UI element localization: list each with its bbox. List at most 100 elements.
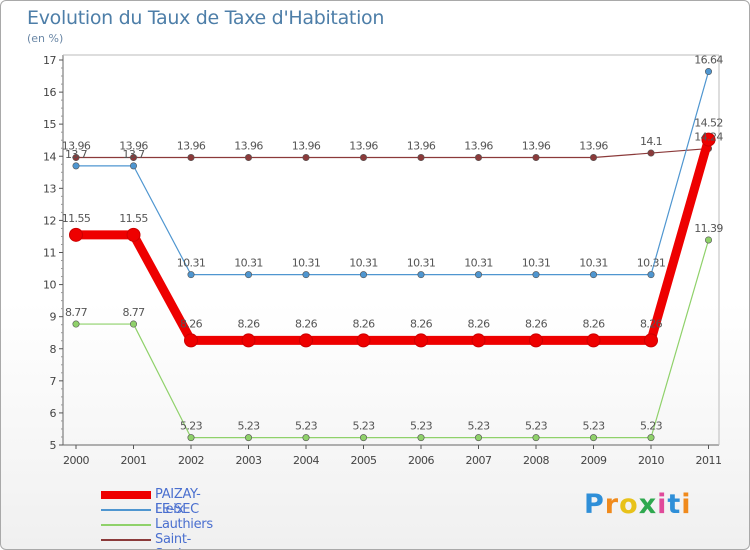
legend-swatch: [101, 509, 151, 511]
data-point: [359, 434, 367, 442]
data-label: 5.23: [582, 420, 605, 433]
data-label: 5.23: [410, 420, 433, 433]
data-label: 11.55: [119, 212, 148, 225]
data-label: 13.96: [177, 140, 206, 153]
y-tick-label: 16: [43, 86, 56, 99]
logo-letter: r: [604, 489, 620, 520]
data-point: [589, 434, 597, 442]
y-tick-label: 13: [43, 182, 56, 195]
data-point: [532, 271, 540, 279]
data-point: [589, 154, 597, 162]
logo-letter: i: [681, 489, 692, 520]
data-point: [72, 162, 80, 170]
data-point: [72, 154, 80, 162]
data-label: 10.31: [349, 257, 378, 270]
data-label: 10.31: [177, 257, 206, 270]
data-label: 13.7: [122, 148, 145, 161]
x-tick-label: 2010: [638, 454, 664, 467]
data-label: 8.26: [410, 317, 433, 330]
logo-letter: t: [667, 489, 682, 520]
data-point: [474, 154, 482, 162]
y-tick-label: 10: [43, 279, 56, 292]
data-point: [130, 320, 138, 328]
data-label: 13.96: [349, 140, 378, 153]
y-tick-label: 8: [50, 343, 57, 356]
data-label: 11.55: [62, 212, 91, 225]
data-point: [586, 333, 601, 348]
legend-label: Lauthiers: [155, 517, 213, 532]
data-point: [701, 132, 716, 147]
legend-label: Fleix: [155, 502, 184, 517]
data-point: [647, 149, 655, 157]
x-tick-label: 2009: [581, 454, 607, 467]
data-label: 5.23: [525, 420, 548, 433]
data-point: [644, 333, 658, 348]
data-label: 14.24: [694, 131, 723, 144]
data-label: 8.26: [237, 317, 260, 330]
y-tick-label: 9: [50, 311, 57, 324]
y-tick-label: 5: [50, 439, 57, 452]
data-point: [302, 154, 310, 162]
series-line-lauthiers: [75, 239, 710, 439]
x-tick-label: 2011: [696, 454, 722, 467]
data-label: 5.23: [295, 420, 318, 433]
data-label: 10.31: [522, 257, 551, 270]
data-label: 14.52: [694, 117, 723, 130]
data-point: [72, 320, 80, 328]
data-point: [356, 333, 371, 348]
data-point: [647, 271, 655, 279]
legend-label: PAIZAY-LE-SEC: [155, 487, 201, 517]
unit-label: (en %): [27, 32, 64, 45]
y-tick-label: 6: [50, 407, 57, 420]
data-label: 5.23: [237, 420, 260, 433]
data-label: 13.96: [119, 140, 148, 153]
data-label: 10.31: [464, 257, 493, 270]
data-label: 5.23: [352, 420, 375, 433]
x-tick-label: 2002: [178, 454, 204, 467]
data-label: 10.31: [579, 257, 608, 270]
x-tick-label: 2001: [121, 454, 147, 467]
chart-title: Evolution du Taux de Taxe d'Habitation: [27, 7, 385, 29]
legend-swatch: [101, 524, 151, 526]
data-label: 13.96: [407, 140, 436, 153]
x-tick-label: 2005: [351, 454, 377, 467]
data-label: 13.96: [522, 140, 551, 153]
data-label: 5.23: [640, 420, 663, 433]
data-label: 13.96: [579, 140, 608, 153]
data-label: 8.26: [582, 317, 605, 330]
data-point: [130, 162, 138, 170]
data-label: 8.26: [352, 317, 375, 330]
data-label: 14.1: [640, 135, 662, 148]
data-label: 13.96: [464, 140, 493, 153]
logo-letter: x: [638, 489, 658, 520]
logo-letter: P: [584, 489, 605, 520]
data-point: [417, 154, 425, 162]
y-tick-label: 15: [43, 118, 56, 131]
data-point: [302, 434, 310, 442]
data-label: 11.39: [694, 222, 723, 235]
data-point: [130, 154, 138, 162]
series-line-saint-savin: [75, 147, 710, 159]
data-point: [704, 236, 712, 244]
y-tick-label: 7: [50, 375, 57, 388]
x-tick-label: 2006: [408, 454, 434, 467]
data-label: 8.26: [640, 317, 663, 330]
x-tick-label: 2007: [466, 454, 492, 467]
data-point: [69, 227, 83, 242]
x-tick-label: 2003: [236, 454, 262, 467]
data-point: [184, 333, 198, 348]
data-label: 10.31: [407, 257, 436, 270]
data-point: [417, 434, 425, 442]
data-label: 8.26: [180, 317, 203, 330]
data-point: [241, 333, 256, 348]
data-point: [414, 333, 428, 348]
series-line-paizay-le-sec: [71, 135, 713, 345]
data-label: 13.96: [62, 140, 91, 153]
data-point: [245, 271, 253, 279]
data-point: [359, 154, 367, 162]
legend-swatch: [101, 539, 151, 541]
data-label: 13.96: [234, 140, 263, 153]
data-point: [647, 434, 655, 442]
data-point: [532, 154, 540, 162]
